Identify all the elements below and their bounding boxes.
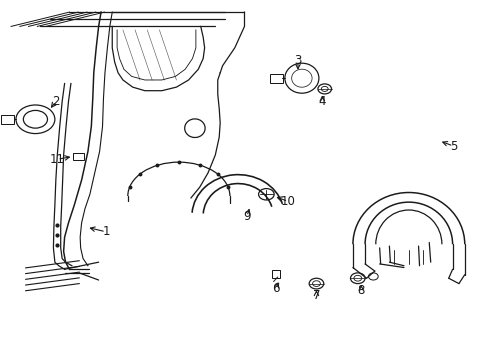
- Text: 7: 7: [312, 288, 320, 302]
- Text: 10: 10: [280, 195, 295, 208]
- Text: 11: 11: [50, 153, 65, 166]
- Text: 5: 5: [449, 140, 456, 153]
- Text: 8: 8: [357, 284, 364, 297]
- Text: 6: 6: [272, 283, 279, 296]
- Text: 3: 3: [294, 54, 301, 67]
- Text: 2: 2: [52, 95, 60, 108]
- Text: 4: 4: [318, 95, 325, 108]
- Text: 9: 9: [243, 210, 250, 223]
- Text: 1: 1: [102, 225, 109, 238]
